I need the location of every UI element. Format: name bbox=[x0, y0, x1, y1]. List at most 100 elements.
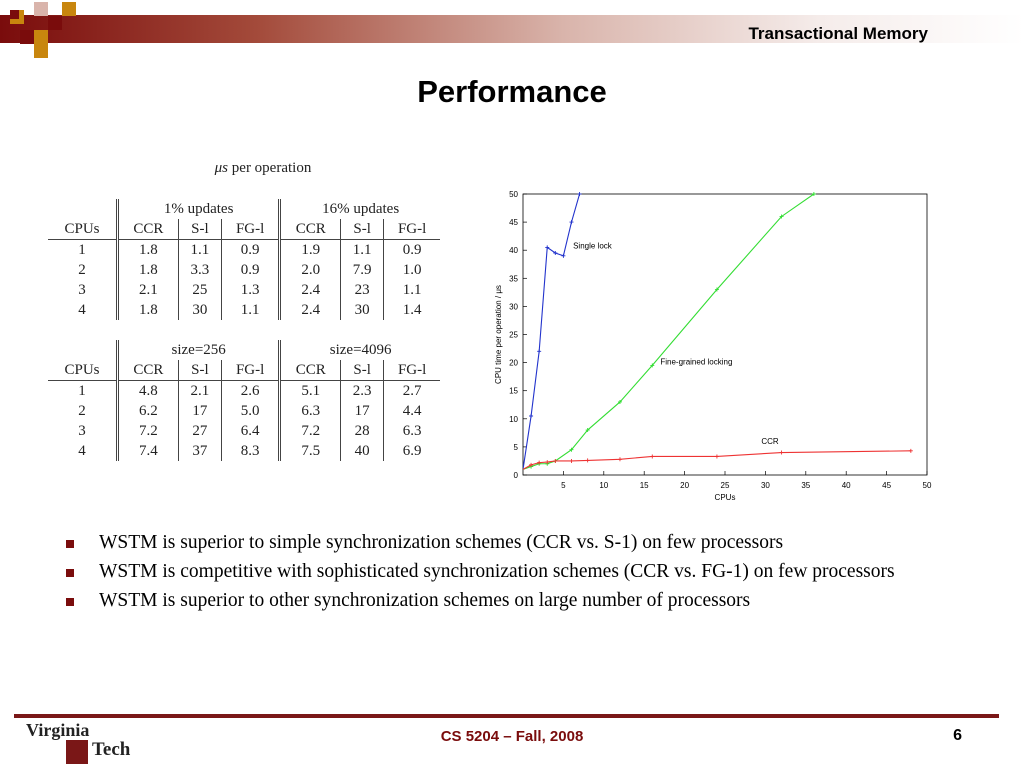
table-cell: 7.4 bbox=[117, 441, 179, 461]
bullet-square-icon bbox=[66, 569, 74, 577]
table-row: 2 6.2 17 5.0 6.3 17 4.4 bbox=[48, 401, 440, 421]
x-tick-label: 35 bbox=[801, 481, 810, 490]
y-tick-label: 5 bbox=[514, 443, 519, 452]
column-header: CCR bbox=[279, 360, 342, 381]
table-cell: 1.1 bbox=[402, 282, 422, 298]
table-cell: 0.9 bbox=[402, 242, 422, 258]
table-cell: 5.1 bbox=[279, 380, 342, 401]
table-cell: 7.2 bbox=[279, 421, 342, 441]
header-band bbox=[0, 15, 1024, 43]
performance-tables: μs per operation 1% updates 16% updates … bbox=[48, 160, 440, 461]
data-point bbox=[617, 457, 622, 462]
y-tick-label: 50 bbox=[509, 190, 518, 199]
table-cell: 2.1 bbox=[178, 380, 222, 401]
table-cell: 8.3 bbox=[221, 441, 282, 461]
table-cell: 3 bbox=[48, 280, 119, 300]
y-tick-label: 15 bbox=[509, 387, 518, 396]
table-cell: 2.7 bbox=[402, 383, 422, 399]
table-cell: 1.8 bbox=[117, 300, 179, 320]
table-row: 1 1.8 1.1 0.9 1.9 1.1 0.9 bbox=[48, 239, 440, 260]
y-tick-label: 0 bbox=[514, 471, 519, 480]
logo-text-bottom: Tech bbox=[92, 739, 131, 760]
x-tick-label: 15 bbox=[640, 481, 649, 490]
table-cell: 6.2 bbox=[117, 401, 179, 421]
column-header: S-l bbox=[178, 219, 222, 240]
table-cell: 4.8 bbox=[117, 380, 179, 401]
series-line bbox=[523, 450, 911, 470]
data-point bbox=[779, 450, 784, 455]
table-cell: 7.2 bbox=[117, 421, 179, 441]
table-cell: 4 bbox=[48, 300, 119, 320]
table-cell: 1.9 bbox=[279, 239, 342, 260]
data-point bbox=[779, 214, 784, 219]
table-cell: 17 bbox=[340, 401, 385, 421]
y-tick-label: 20 bbox=[509, 359, 518, 368]
data-point bbox=[585, 428, 590, 433]
x-tick-label: 20 bbox=[680, 481, 689, 490]
table-cell: 2.0 bbox=[279, 260, 342, 280]
series-label: Single lock bbox=[573, 242, 613, 251]
header-title: Transactional Memory bbox=[748, 24, 928, 43]
data-point bbox=[617, 399, 622, 404]
table-cell: 2 bbox=[48, 401, 119, 421]
data-point bbox=[537, 460, 542, 465]
table-cell: 2.6 bbox=[221, 380, 282, 401]
table-cell: 3 bbox=[48, 421, 119, 441]
table-cell: 1.3 bbox=[221, 280, 282, 300]
table-caption: μs per operation bbox=[48, 160, 440, 177]
y-axis-label: CPU time per operation / μs bbox=[494, 285, 503, 384]
x-tick-label: 5 bbox=[561, 481, 566, 490]
x-tick-label: 40 bbox=[842, 481, 851, 490]
x-tick-label: 30 bbox=[761, 481, 770, 490]
table-cell: 28 bbox=[340, 421, 385, 441]
table-cell: 6.4 bbox=[221, 421, 282, 441]
virginia-tech-logo: Virginia Tech bbox=[26, 720, 136, 764]
column-header: FG-l bbox=[383, 219, 440, 240]
table-cell: 1.4 bbox=[402, 302, 422, 318]
series-label: CCR bbox=[761, 437, 779, 446]
footer-course: CS 5204 – Fall, 2008 bbox=[440, 728, 584, 745]
data-point bbox=[569, 447, 574, 452]
table-cell: 25 bbox=[178, 280, 222, 300]
table-cell: 7.5 bbox=[279, 441, 342, 461]
table-cell: 4.4 bbox=[402, 403, 422, 419]
column-header: S-l bbox=[340, 219, 385, 240]
table-cell: 0.9 bbox=[221, 260, 282, 280]
series-line bbox=[523, 194, 581, 470]
table-cell: 4 bbox=[48, 441, 119, 461]
table-cell: 6.9 bbox=[402, 443, 422, 459]
column-header: CCR bbox=[117, 360, 179, 381]
table-cell: 1.0 bbox=[402, 262, 422, 278]
data-point bbox=[811, 192, 816, 196]
table-cell: 1.8 bbox=[117, 260, 179, 280]
table-row: 3 2.1 25 1.3 2.4 23 1.1 bbox=[48, 280, 440, 300]
series-line bbox=[523, 194, 815, 470]
page-number: 6 bbox=[953, 727, 962, 744]
data-point bbox=[714, 287, 719, 292]
table-cell: 23 bbox=[340, 280, 385, 300]
table-row: 4 7.4 37 8.3 7.5 40 6.9 bbox=[48, 441, 440, 461]
bullet-text: WSTM is superior to other synchronizatio… bbox=[99, 590, 751, 611]
column-header: CCR bbox=[117, 219, 179, 240]
series-label: Fine-grained locking bbox=[660, 357, 732, 366]
table-cell: 27 bbox=[178, 421, 222, 441]
data-point bbox=[569, 220, 574, 225]
column-header: CPUs bbox=[48, 360, 119, 381]
group-header: size=4096 bbox=[329, 342, 392, 358]
table-cell: 1.1 bbox=[340, 239, 385, 260]
table-cell: 0.9 bbox=[221, 239, 282, 260]
data-point bbox=[537, 349, 542, 354]
table-cell: 40 bbox=[340, 441, 385, 461]
table-cell: 1.8 bbox=[117, 239, 179, 260]
x-tick-label: 10 bbox=[599, 481, 608, 490]
column-header: FG-l bbox=[383, 360, 440, 381]
table-cell: 6.3 bbox=[279, 401, 342, 421]
logo-mark-icon bbox=[66, 740, 88, 764]
data-point bbox=[569, 458, 574, 463]
column-header: FG-l bbox=[221, 360, 282, 381]
data-point bbox=[529, 413, 534, 418]
data-point bbox=[553, 458, 558, 463]
table-cell: 2.1 bbox=[117, 280, 179, 300]
bullet-list: WSTM is superior to simple synchronizati… bbox=[66, 532, 966, 619]
table-cell: 2.4 bbox=[279, 300, 342, 320]
